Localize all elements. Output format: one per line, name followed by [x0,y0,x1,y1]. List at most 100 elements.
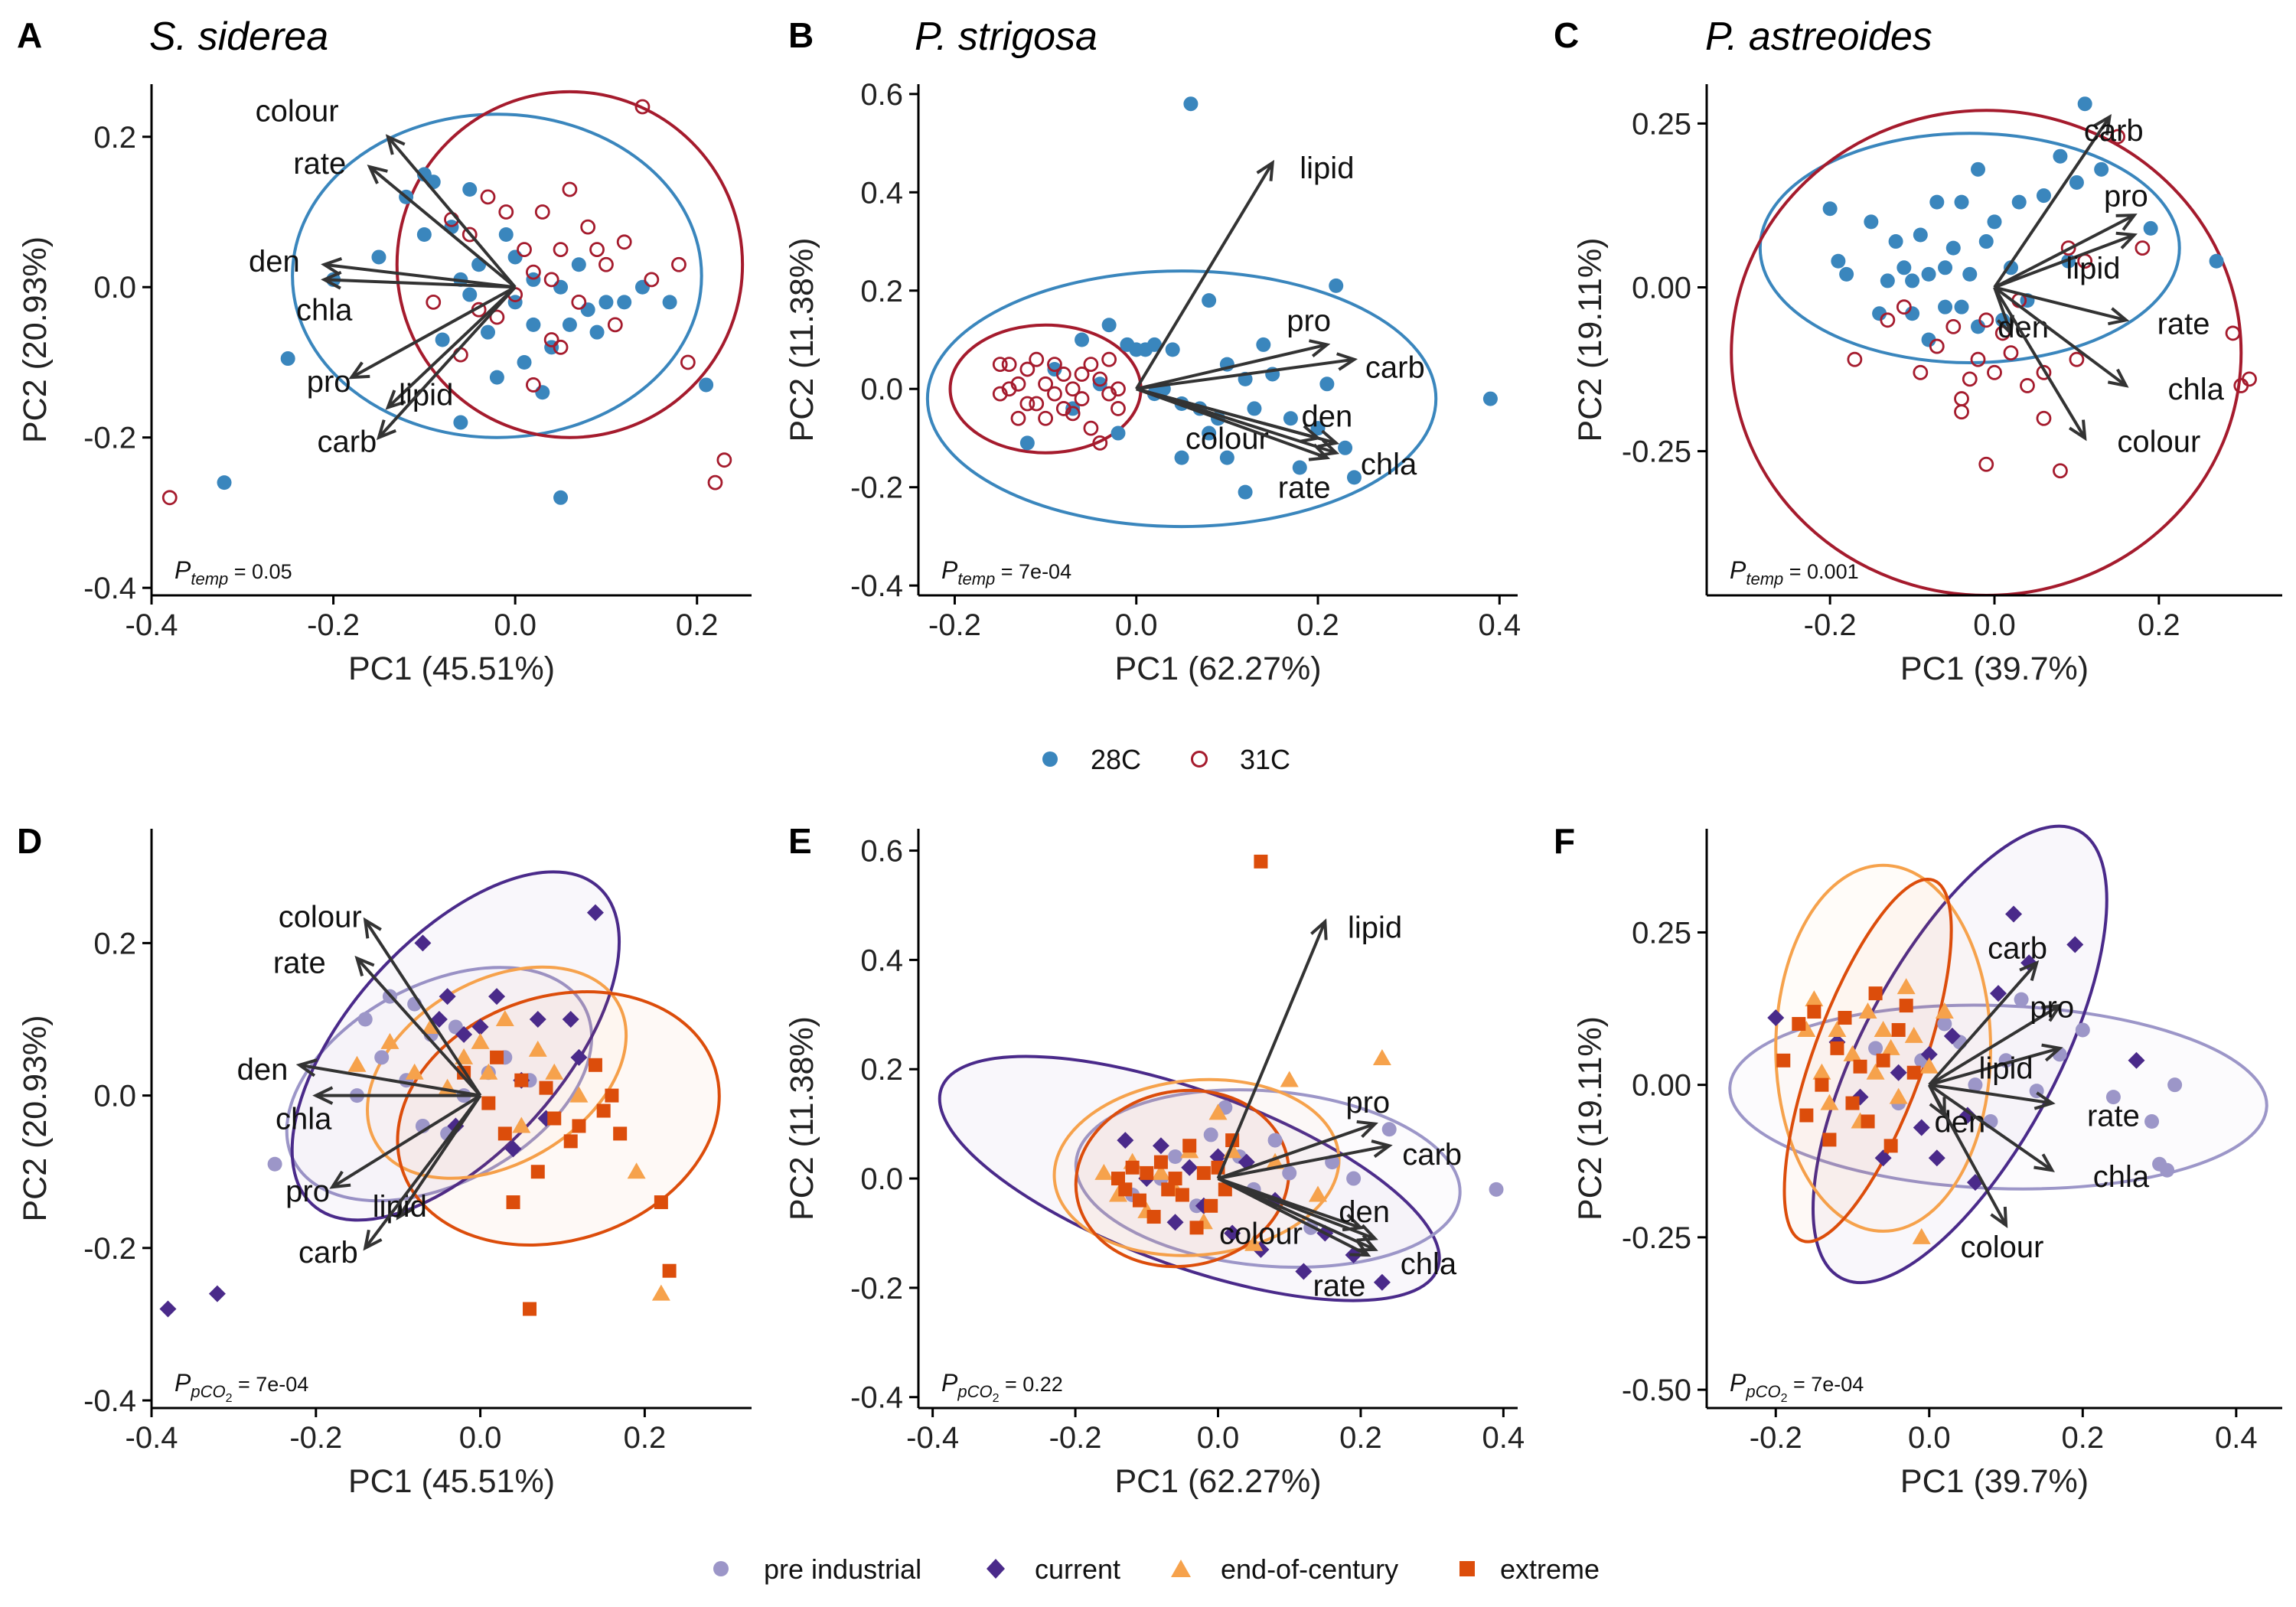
point-28c-16 [1945,240,1961,256]
panel-title-c: P. astreoides [1705,15,1932,59]
loading-den: den [249,245,516,289]
point-extreme-13 [1204,1198,1218,1213]
p-value-label: Ptemp = 0.05 [174,556,292,588]
loading-label-carb: carb [317,425,377,459]
panel-letter-f: F [1554,821,1575,861]
point-31c-17 [2036,364,2052,380]
loading-arrowhead-pro [2041,1003,2063,1022]
y-tick-label: 0.0 [860,1162,903,1196]
legend-swatch-end-of-century [1171,1560,1191,1577]
x-tick-label: 0.4 [2215,1421,2258,1455]
panel-letter-e: E [788,821,812,861]
point-28c-22 [1219,450,1234,465]
legend-label-pre-industrial: pre industrial [764,1553,921,1585]
y-tick-label: 0.4 [860,944,903,977]
loading-arrowhead-rate [2107,307,2130,326]
point-28c-1 [1831,253,1846,269]
loading-label-carb: carb [2084,114,2144,148]
p-value-subscript: pCO [1745,1382,1780,1401]
loading-label-lipid: lipid [373,1190,427,1224]
y-tick-label: -0.4 [83,572,136,605]
loading-colour: colour [279,901,482,1097]
point-28c-34 [2143,220,2158,236]
point-28c-0 [217,475,232,491]
point-31c-22 [598,256,614,272]
x-tick-label: 0.2 [2138,608,2180,642]
point-28c-21 [526,317,541,332]
p-value-text: = 7e-04 [995,560,1071,583]
y-tick-label: -0.25 [1622,435,1691,469]
loading-arrow-lipid [1135,161,1274,390]
point-current-13 [562,1011,579,1028]
point-28c-26 [2011,194,2027,210]
loading-label-colour: colour [279,901,362,934]
point-extreme-4 [506,1195,520,1210]
point-end-of-century-2 [1812,1063,1831,1080]
point-current-6 [455,1025,473,1043]
panel-a: A S. siderea colour rate den chla pro lipidcarb… [17,15,752,687]
point-end-of-century-10 [1881,1038,1900,1055]
loading-carb: carb [1136,350,1425,391]
y-tick-label: -0.2 [83,422,136,455]
loading-arrow-lipid [1216,921,1327,1179]
point-end-of-century-6 [471,1032,490,1049]
point-extreme-15 [1899,999,1913,1013]
loading-arrowhead-den [1996,315,2015,337]
point-31c-12 [1047,357,1062,373]
legend-swatch-pre-industrial [713,1561,729,1576]
loading-arrowhead-carb [2092,114,2112,135]
panel-letter-d: D [17,821,42,861]
loading-label-chla: chla [2093,1160,2150,1194]
ellipse-31c [395,90,745,439]
point-31c-16 [2020,378,2035,393]
y-tick-label: 0.2 [860,275,903,308]
point-extreme-7 [530,1165,545,1179]
loading-arrow-rate [1994,285,2127,322]
loading-arrowhead-carb [1371,1139,1393,1159]
point-end-of-century-8 [1208,1103,1228,1120]
point-28c-25 [1247,401,1262,416]
loading-arrow-lipid [1994,233,2135,289]
loading-label-carb: carb [1365,350,1425,384]
loading-label-den: den [1998,311,2049,344]
loading-label-den: den [1339,1195,1390,1229]
point-28c-13 [1165,342,1180,357]
loading-label-lipid: lipid [2066,252,2120,285]
y-axis-title: PC2 (11.38%) [784,1016,820,1221]
point-31c-21 [1083,420,1099,436]
x-axis-title: PC1 (62.27%) [1114,1463,1321,1500]
point-end-of-century-12 [1896,978,1916,995]
point-current-6 [1920,1045,1938,1063]
loading-arrow-colour [386,135,517,288]
point-28c-29 [580,302,595,318]
point-28c-28 [571,257,586,272]
loading-arrow-carb [1136,357,1355,391]
point-extreme-15 [613,1126,628,1141]
loading-arrowhead-pro [329,1170,351,1189]
point-extreme-11 [1189,1221,1204,1235]
x-axis-title: PC1 (45.51%) [348,1463,555,1500]
x-tick-label: 0.2 [2062,1421,2105,1455]
y-tick-label: 0.2 [93,121,136,155]
point-31c-9 [1970,351,1986,367]
y-tick-label: 0.25 [1632,107,1691,141]
point-pre-industrial-12 [2105,1090,2121,1105]
point-31c-17 [553,339,569,355]
point-end-of-century-5 [455,1048,474,1064]
point-31c-8 [1962,371,1978,387]
point-28c-35 [699,377,714,393]
point-28c-25 [553,279,569,295]
loading-label-chla: chla [2168,373,2225,406]
loading-label-pro: pro [285,1175,330,1208]
point-31c-30 [716,452,732,468]
point-end-of-century-8 [1866,1063,1885,1080]
point-31c-11 [1038,410,1053,426]
y-axis-title: PC2 (20.93%) [17,1015,54,1221]
x-tick-label: 0.2 [676,608,719,642]
point-extreme-17 [1254,854,1268,869]
point-28c-20 [517,354,532,370]
point-28c-33 [2094,161,2109,177]
point-extreme-9 [1853,1059,1867,1074]
point-end-of-century-14 [651,1284,670,1301]
